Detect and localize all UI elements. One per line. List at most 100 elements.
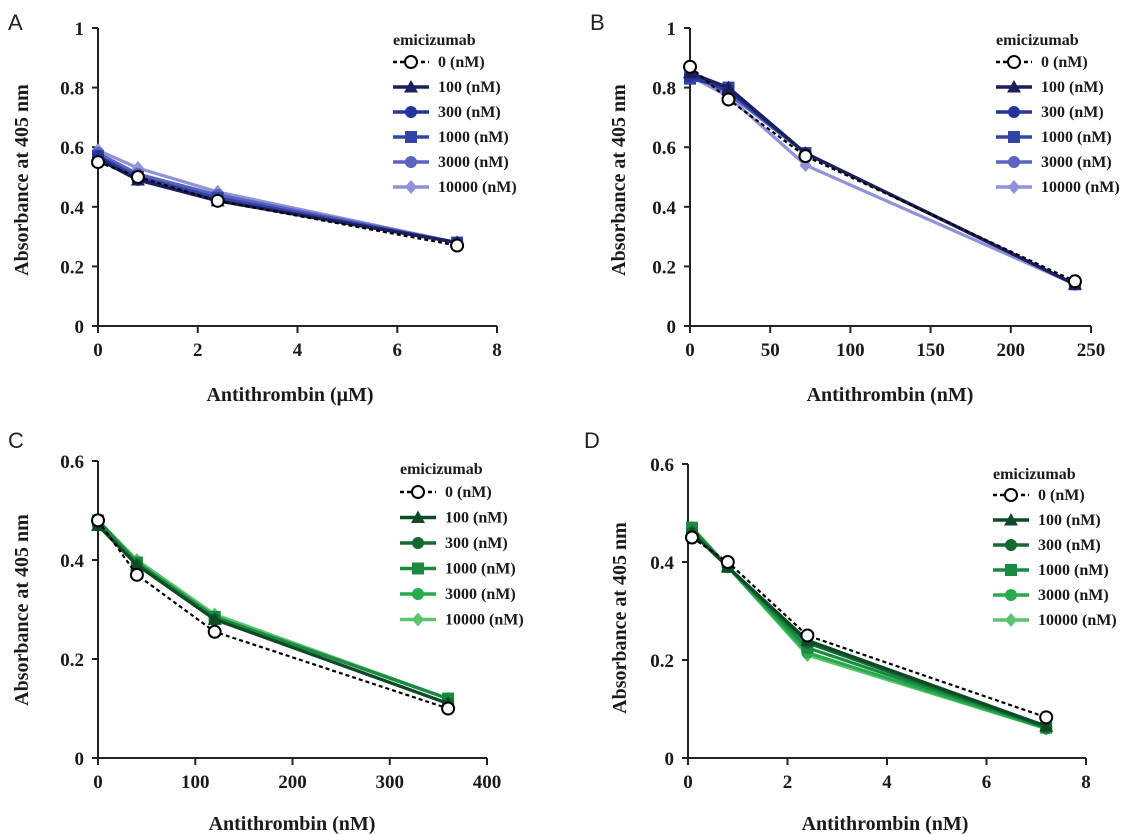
legend-label-b-3: 1000 (nM) — [1041, 129, 1112, 146]
x-tick-label-d: 2 — [783, 772, 793, 793]
series-line-c-4 — [96, 519, 449, 701]
series-d-0 — [684, 530, 1054, 725]
x-axis-label-d: Antithrombin (nM) — [802, 813, 969, 834]
y-tick-label-c: 0.2 — [60, 650, 84, 671]
data-point-b-0 — [721, 92, 736, 107]
x-tick-label-b: 50 — [761, 340, 780, 361]
series-line-d-5 — [690, 526, 1047, 731]
legend-label-c-1: 100 (nM) — [445, 510, 508, 527]
legend-label-a-4: 3000 (nM) — [438, 154, 509, 171]
legend-label-d-5: 10000 (nM) — [1038, 612, 1117, 629]
x-tick-label-c: 0 — [93, 772, 103, 793]
x-tick-label-c: 100 — [181, 772, 210, 793]
legend-swatch-marker-d-5 — [1005, 613, 1017, 627]
data-point-c-0 — [441, 701, 456, 716]
series-line-d-4 — [690, 526, 1047, 731]
legend-label-d-2: 300 (nM) — [1038, 537, 1101, 554]
legend-label-c-0: 0 (nM) — [445, 484, 492, 501]
x-axis-label-c: Antithrombin (nM) — [209, 813, 376, 834]
legend-label-b-0: 0 (nM) — [1041, 54, 1088, 71]
y-tick-label-c: 0.4 — [60, 551, 84, 572]
series-d-3 — [685, 521, 1053, 734]
series-line-c-1 — [96, 524, 449, 706]
data-point-b-0 — [683, 59, 697, 74]
legend-swatch-marker-b-4 — [1008, 156, 1020, 168]
legend-swatch-marker-d-2 — [1005, 539, 1017, 551]
data-point-a-0 — [91, 155, 105, 170]
data-point-d-0 — [684, 530, 699, 545]
legend-title-b: emicizumab — [996, 32, 1079, 49]
x-tick-label-b: 200 — [997, 340, 1026, 361]
legend-label-b-2: 300 (nM) — [1041, 104, 1104, 121]
legend-swatch-marker-a-3 — [405, 131, 417, 143]
y-tick-label-a: 0.8 — [60, 79, 84, 100]
data-point-d-1 — [1039, 719, 1054, 732]
y-tick-label-d: 0.2 — [650, 651, 674, 672]
plot-area-d: 0 2 4 6 8 0 0.2 0.4 0.6 — [650, 455, 1091, 793]
y-tick-label-a: 0.6 — [60, 138, 84, 159]
legend-swatch-marker-d-0 — [1004, 488, 1018, 502]
legend-label-c-5: 10000 (nM) — [445, 612, 524, 629]
legend-label-a-0: 0 (nM) — [438, 54, 485, 71]
series-line-b-0 — [689, 65, 1076, 283]
legend-label-a-5: 10000 (nM) — [438, 179, 517, 196]
x-tick-label-c: 200 — [278, 772, 307, 793]
legend-label-b-1: 100 (nM) — [1041, 79, 1104, 96]
panel-b: B 0 50 100 150 200 250 0 0.2 0.4 0.6 0.8 1 Antithro… — [590, 10, 1105, 406]
legend-swatch-marker-d-1 — [1004, 513, 1018, 526]
panel-a: A 0 2 4 6 800.20.40.60.81 Antithrombin (μM) … — [8, 10, 502, 406]
series-b-0 — [683, 59, 1082, 289]
x-tick-label-b: 250 — [1077, 340, 1106, 361]
y-axis-label-c: Absorbance at 405 nm — [11, 514, 33, 706]
y-tick-label-a: 0 — [75, 317, 85, 338]
x-axis-label-a: Antithrombin (μM) — [206, 384, 373, 406]
y-tick-label-b: 0.6 — [652, 138, 676, 159]
data-point-a-0 — [210, 193, 225, 208]
series-line-a-5 — [97, 148, 458, 245]
data-point-b-0 — [1067, 274, 1082, 289]
legend-swatch-marker-b-0 — [1007, 55, 1021, 69]
legend-label-c-2: 300 (nM) — [445, 535, 508, 552]
legend-swatch-marker-a-1 — [404, 80, 418, 93]
data-point-c-1 — [129, 557, 144, 571]
legend-title-d: emicizumab — [993, 466, 1076, 483]
series-b-1 — [683, 65, 1082, 290]
data-point-b-1 — [721, 80, 736, 94]
x-tick-label-c: 400 — [473, 772, 502, 793]
series-line-c-2 — [96, 524, 449, 706]
legend-swatch-marker-b-3 — [1008, 131, 1020, 143]
data-point-c-0 — [129, 567, 144, 582]
y-tick-label-b: 0.4 — [652, 198, 676, 219]
y-tick-label-d: 0 — [665, 749, 675, 770]
series-c-3 — [92, 514, 455, 705]
y-tick-label-a: 1 — [75, 19, 85, 40]
legend-title-c: emicizumab — [400, 461, 483, 478]
y-tick-label-c: 0.6 — [60, 452, 84, 473]
legend-swatch-marker-a-5 — [405, 180, 417, 194]
y-tick-label-b: 0.2 — [652, 257, 676, 278]
data-point-c-0 — [207, 624, 222, 639]
x-tick-label-a: 6 — [393, 340, 403, 361]
legend-label-a-1: 100 (nM) — [438, 79, 501, 96]
legend-swatch-marker-c-1 — [411, 510, 425, 523]
series-line-d-2 — [690, 531, 1047, 729]
legend-label-d-4: 3000 (nM) — [1038, 587, 1109, 604]
data-point-d-0 — [800, 628, 815, 643]
data-point-a-0 — [450, 238, 465, 253]
series-line-d-3 — [690, 526, 1047, 730]
plot-area-a: 0 2 4 6 8 0 0.2 0.4 0.6 0.8 1 — [60, 19, 502, 361]
x-tick-label-b: 150 — [916, 340, 945, 361]
data-point-c-1 — [207, 612, 222, 625]
x-tick-label-a: 0 — [93, 340, 103, 361]
panel-d: D 0 2 4 6 8 0 0.2 0.4 0.6 Antithrombin (nM) Abso… — [584, 428, 1091, 834]
panel-letter-d: D — [584, 428, 600, 453]
series-a-0 — [91, 155, 465, 253]
plot-area-b: 0 50 100 150 200 250 0 0.2 0.4 0.6 0.8 1 — [652, 19, 1105, 361]
data-point-c-0 — [91, 513, 105, 528]
y-tick-label-b: 1 — [667, 19, 677, 40]
y-tick-label-c: 0 — [75, 749, 85, 770]
legend-swatch-marker-d-3 — [1005, 564, 1017, 576]
x-axis-label-b: Antithrombin (nM) — [807, 384, 974, 406]
x-tick-label-d: 0 — [683, 772, 693, 793]
